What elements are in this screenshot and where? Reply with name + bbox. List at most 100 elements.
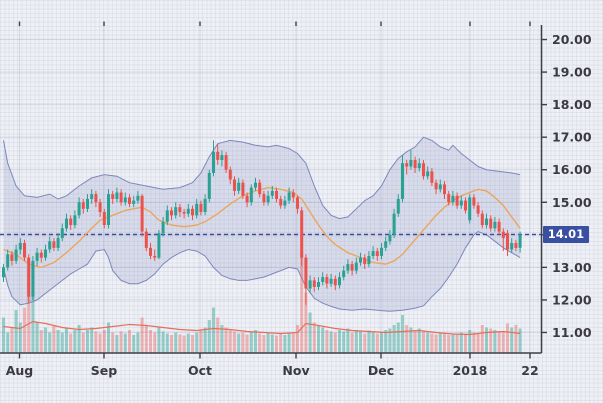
volume-bar bbox=[438, 332, 442, 353]
volume-bar bbox=[359, 331, 362, 353]
candle-body bbox=[354, 262, 358, 271]
candle-body bbox=[237, 182, 241, 191]
volume-bar bbox=[14, 310, 18, 353]
candle-body bbox=[212, 151, 215, 173]
volume-bar bbox=[86, 330, 89, 353]
volume-bar bbox=[464, 333, 467, 353]
candle-body bbox=[102, 212, 106, 225]
bollinger-lower-line bbox=[3, 231, 521, 312]
volume-bar bbox=[128, 330, 131, 353]
candle-body bbox=[254, 182, 257, 188]
volume-bar bbox=[472, 332, 476, 353]
volume-bar bbox=[216, 317, 220, 353]
volume-bar bbox=[384, 330, 388, 353]
candle-body bbox=[392, 213, 396, 235]
candle-body bbox=[52, 241, 56, 248]
candle-body bbox=[65, 218, 68, 229]
price-tick-label: 15.00 bbox=[552, 195, 592, 210]
volume-bar bbox=[363, 333, 367, 353]
candle-body bbox=[245, 195, 249, 203]
candle-body bbox=[346, 264, 350, 271]
volume-bar bbox=[81, 332, 85, 353]
time-tick-label: Nov bbox=[282, 363, 309, 378]
candle-body bbox=[430, 171, 434, 183]
candle-body bbox=[506, 233, 509, 250]
volume-layer bbox=[2, 252, 522, 353]
candle-body bbox=[199, 203, 203, 212]
volume-bar bbox=[354, 330, 358, 353]
volume-ma-line bbox=[3, 320, 521, 336]
volume-bar bbox=[258, 333, 262, 353]
candle-body bbox=[81, 202, 85, 209]
volume-bar bbox=[405, 325, 409, 353]
time-tick-label: 2018 bbox=[453, 363, 488, 378]
candle-body bbox=[140, 195, 144, 232]
volume-bar bbox=[39, 330, 43, 353]
volume-bar bbox=[254, 330, 257, 353]
candle-body bbox=[39, 252, 43, 258]
volume-bar bbox=[476, 333, 480, 353]
candle-body bbox=[249, 187, 253, 203]
candle-body bbox=[136, 195, 140, 201]
candle-body bbox=[275, 190, 278, 199]
candle-body bbox=[380, 247, 383, 256]
volume-bar bbox=[346, 328, 350, 353]
volume-bar bbox=[447, 335, 451, 353]
price-tick-label: 20.00 bbox=[552, 32, 592, 47]
price-tick-label: 13.00 bbox=[552, 260, 592, 275]
volume-bar bbox=[237, 333, 241, 353]
volume-bar bbox=[212, 307, 215, 353]
axis-labels-layer: 20.00 19.00 18.00 17.00 16.00 15.00 13.00 12.00… bbox=[6, 32, 592, 378]
candle-body bbox=[195, 203, 199, 216]
price-tick-label: 12.00 bbox=[552, 292, 592, 307]
volume-bar bbox=[77, 325, 81, 353]
candle-body bbox=[300, 210, 304, 258]
volume-bar bbox=[518, 328, 522, 353]
volume-bar bbox=[132, 335, 136, 353]
candle-body bbox=[480, 213, 484, 226]
volume-bar bbox=[333, 332, 337, 353]
volume-bar bbox=[44, 327, 47, 353]
volume-bar bbox=[485, 327, 488, 353]
bollinger-band-fill bbox=[3, 137, 521, 312]
volume-bar bbox=[371, 332, 375, 353]
candle-body bbox=[438, 184, 442, 190]
candle-body bbox=[443, 184, 446, 195]
candle-body bbox=[157, 233, 161, 258]
volume-bar bbox=[275, 335, 278, 353]
volume-bar bbox=[241, 332, 245, 353]
candle-body bbox=[518, 234, 522, 248]
volume-bar bbox=[94, 331, 98, 353]
candle-body bbox=[2, 267, 5, 278]
volume-bar bbox=[291, 333, 295, 353]
candle-body bbox=[279, 199, 283, 206]
candle-body bbox=[241, 182, 245, 196]
candle-body bbox=[111, 194, 115, 199]
volume-bar bbox=[401, 315, 404, 353]
volume-bar bbox=[270, 334, 274, 353]
volume-bar bbox=[119, 331, 123, 353]
candle-body bbox=[493, 221, 497, 229]
candle-body bbox=[417, 163, 421, 169]
volume-bar bbox=[207, 320, 211, 353]
candle-body bbox=[409, 160, 413, 167]
candle-body bbox=[283, 200, 287, 206]
candle-body bbox=[342, 270, 346, 278]
volume-bar bbox=[283, 335, 287, 353]
volume-bar bbox=[308, 312, 312, 353]
candle-body bbox=[107, 194, 110, 225]
volume-bar bbox=[468, 330, 472, 353]
candle-body bbox=[207, 173, 211, 199]
volume-bar bbox=[480, 325, 484, 353]
candle-body bbox=[476, 205, 480, 214]
volume-bar bbox=[27, 270, 31, 353]
candle-body bbox=[56, 238, 60, 248]
volume-bar bbox=[98, 333, 102, 353]
price-tick-label: 17.00 bbox=[552, 130, 592, 145]
volume-bar bbox=[426, 332, 430, 353]
volume-bar bbox=[191, 335, 194, 353]
volume-bar bbox=[69, 333, 73, 353]
candle-body bbox=[363, 257, 367, 265]
volume-bar bbox=[186, 333, 190, 353]
